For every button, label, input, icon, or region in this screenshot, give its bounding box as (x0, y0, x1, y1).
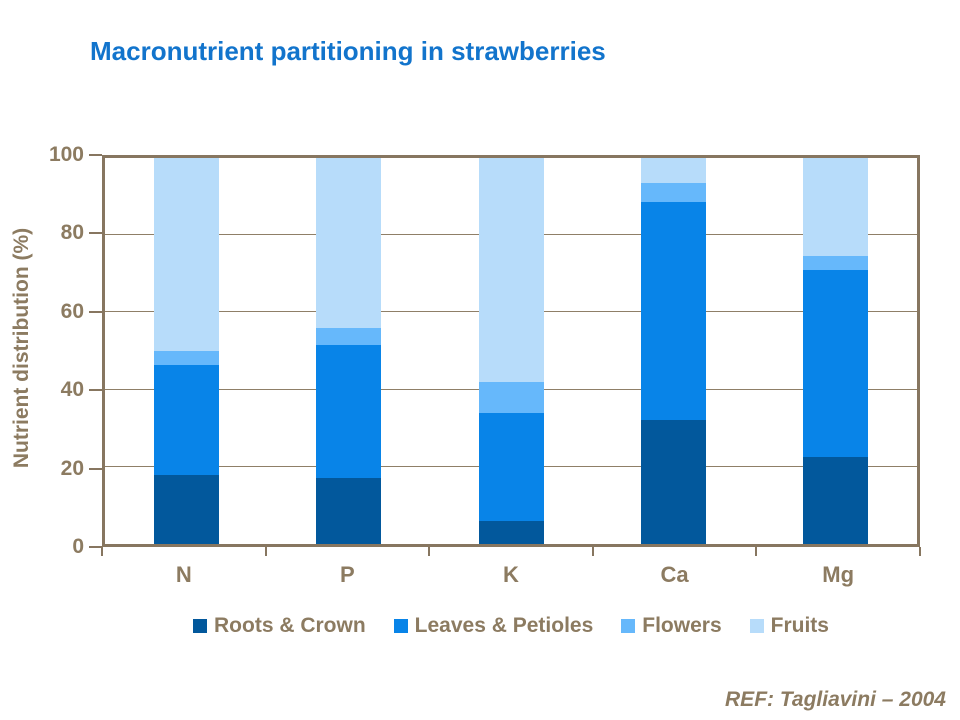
legend-label-flowers: Flowers (642, 614, 722, 637)
segment-n-leaves-petioles (153, 364, 219, 475)
y-tick-60 (89, 310, 102, 313)
segment-ca-leaves-petioles (640, 202, 706, 421)
legend-item-leaves-petioles: Leaves & Petioles (393, 614, 594, 638)
y-tick-label-80: 80 (60, 221, 84, 245)
x-category-labels: N P K Ca Mg (102, 562, 920, 588)
legend-marker-leaves-petioles-icon (393, 619, 408, 633)
y-tick-40 (89, 389, 102, 392)
bar-p (316, 158, 382, 544)
bar-slot-mg (755, 158, 917, 544)
bar-mg (803, 158, 869, 544)
x-tick-3 (591, 547, 594, 556)
legend-item-flowers: Flowers (621, 614, 722, 638)
segment-mg-roots-crown (803, 457, 869, 544)
segment-ca-flowers (640, 183, 706, 203)
y-tick-labels: 0 20 40 60 80 100 (0, 143, 84, 558)
legend-label-leaves-petioles: Leaves & Petioles (414, 614, 594, 637)
y-tick-marks (89, 154, 102, 548)
segment-mg-fruits (803, 158, 869, 257)
legend-marker-flowers-icon (621, 619, 636, 633)
y-tick-label-60: 60 (60, 299, 84, 323)
segment-k-fruits (478, 158, 544, 382)
segment-mg-flowers (803, 256, 869, 270)
y-tick-label-100: 100 (48, 143, 84, 166)
x-tick-2 (428, 547, 431, 556)
chart-title: Macronutrient partitioning in strawberri… (90, 36, 606, 66)
legend-marker-roots-crown-icon (193, 619, 208, 633)
legend: Roots & Crown Leaves & Petioles Flowers Fru… (102, 614, 920, 638)
legend-item-roots-crown: Roots & Crown (193, 614, 366, 638)
segment-n-roots-crown (153, 474, 219, 544)
legend-label-fruits: Fruits (770, 614, 829, 637)
segment-mg-leaves-petioles (803, 269, 869, 458)
bar-n (153, 158, 219, 544)
bars-row (105, 158, 917, 544)
x-tick-4 (755, 547, 758, 556)
x-category-label-p: P (340, 562, 355, 587)
reference-text: REF: Tagliavini – 2004 (725, 688, 946, 711)
y-tick-80 (89, 232, 102, 235)
segment-p-roots-crown (316, 478, 382, 544)
segment-k-leaves-petioles (478, 412, 544, 521)
segment-p-flowers (316, 327, 382, 346)
segment-k-roots-crown (478, 520, 544, 544)
x-category-label-mg: Mg (822, 562, 855, 587)
legend-label-roots-crown: Roots & Crown (214, 614, 366, 637)
bar-ca (640, 158, 706, 544)
segment-p-fruits (316, 158, 382, 328)
plot-area (102, 155, 920, 547)
legend-item-fruits: Fruits (749, 614, 829, 638)
bar-slot-n (105, 158, 267, 544)
legend-marker-fruits-icon (749, 619, 764, 633)
segment-n-fruits (153, 158, 219, 352)
x-category-label-ca: Ca (660, 562, 689, 587)
segment-n-flowers (153, 351, 219, 365)
x-tick-5 (919, 547, 921, 556)
x-tick-marks (101, 547, 921, 556)
x-category-label-k: K (503, 562, 519, 587)
bar-slot-ca (592, 158, 754, 544)
x-tick-1 (264, 547, 267, 556)
y-tick-label-40: 40 (60, 378, 84, 402)
segment-k-flowers (478, 381, 544, 413)
bar-slot-p (267, 158, 429, 544)
segment-ca-roots-crown (640, 420, 706, 544)
y-tick-0 (89, 546, 102, 548)
y-tick-20 (89, 467, 102, 470)
segment-ca-fruits (640, 158, 706, 184)
segment-p-leaves-petioles (316, 345, 382, 479)
x-category-label-n: N (175, 562, 192, 587)
y-tick-label-20: 20 (60, 456, 84, 480)
y-tick-label-0: 0 (72, 535, 84, 558)
y-tick-100 (89, 154, 102, 156)
x-tick-0 (101, 547, 103, 556)
bar-k (478, 158, 544, 544)
bar-slot-k (430, 158, 592, 544)
